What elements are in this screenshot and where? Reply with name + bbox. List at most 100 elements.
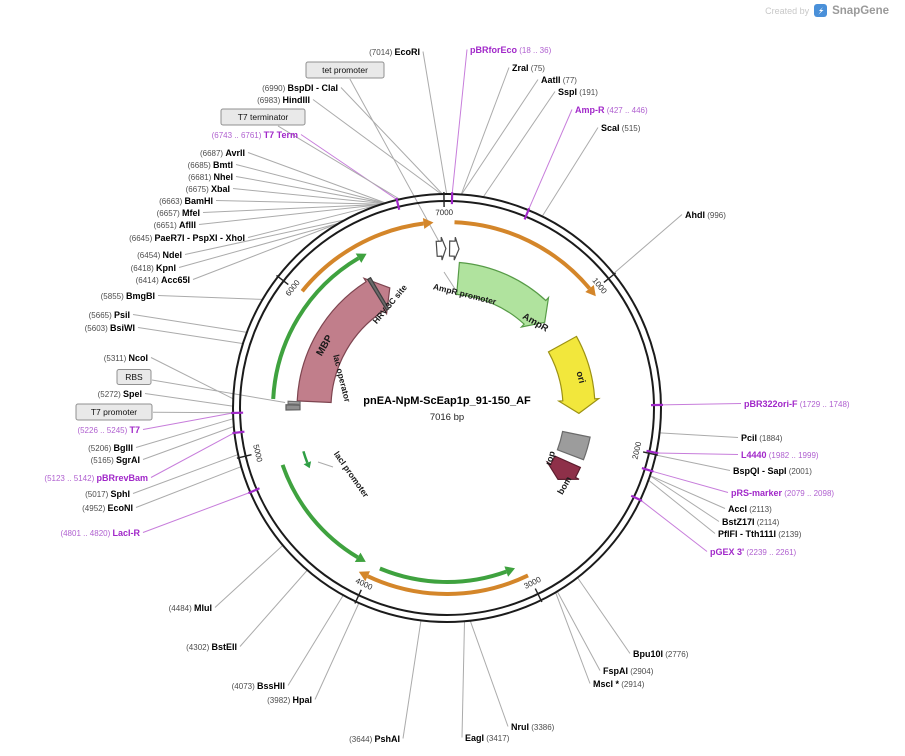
primer-tick[interactable]	[232, 430, 245, 435]
leader-line	[132, 314, 247, 333]
feature-rop[interactable]	[556, 430, 591, 461]
orf-arc[interactable]	[300, 221, 424, 293]
site-label-mlui[interactable]: (4484) MluI	[169, 603, 212, 613]
primer-label-pbr322ori-f[interactable]: pBR322ori-F (1729 .. 1748)	[744, 399, 850, 409]
orf-arc[interactable]	[302, 450, 309, 464]
primer-tick[interactable]	[523, 207, 531, 220]
primer-tick[interactable]	[630, 494, 643, 502]
site-label-bsiwi[interactable]: (5603) BsiWI	[85, 323, 135, 333]
feature-bom[interactable]	[545, 455, 582, 481]
feature-box-tet-promoter[interactable]	[305, 61, 385, 79]
site-label-aflii[interactable]: (6651) AflII	[154, 220, 196, 230]
site-label-econi[interactable]: (4952) EcoNI	[82, 503, 133, 513]
feature-hrv-3c-site[interactable]	[366, 276, 390, 312]
leader-line	[402, 620, 422, 739]
feature-box-rbs[interactable]	[116, 369, 152, 385]
leader-line	[469, 621, 509, 727]
site-label-zrai[interactable]: ZraI (75)	[512, 63, 545, 73]
feature-mbp[interactable]	[296, 277, 391, 404]
site-label-hpai[interactable]: (3982) HpaI	[267, 695, 312, 705]
inner-label-rop[interactable]: rop	[543, 449, 557, 466]
primer-label-t7[interactable]: (5226 .. 5245) T7	[77, 425, 140, 435]
site-label-bsshii[interactable]: (4073) BssHII	[232, 681, 285, 691]
site-label-mfei[interactable]: (6657) MfeI	[157, 208, 200, 218]
site-label-nrui[interactable]: NruI (3386)	[511, 722, 555, 732]
scale-tick-label: 7000	[435, 208, 453, 217]
leader-line	[483, 91, 556, 197]
inner-label-ori[interactable]: ori	[574, 370, 588, 385]
site-label-bglii[interactable]: (5206) BglII	[88, 443, 133, 453]
site-label-sgrai[interactable]: (5165) SgrAI	[91, 455, 140, 465]
feature-box-label-tet-promoter: tet promoter	[322, 65, 368, 75]
primer-label-laci-r[interactable]: (4801 .. 4820) LacI-R	[60, 528, 140, 538]
site-label-bspqi-sapi[interactable]: BspQI - SapI (2001)	[733, 466, 812, 476]
site-label-kpni[interactable]: (6418) KpnI	[131, 263, 176, 273]
primer-tick[interactable]	[646, 449, 659, 455]
site-label-paer7i-pspxi-xhoi[interactable]: (6645) PaeR7I - PspXI - XhoI	[129, 233, 245, 243]
feature-ampr[interactable]	[456, 261, 550, 328]
leader-line	[555, 592, 591, 684]
site-label-bspdi-clai[interactable]: (6990) BspDI - ClaI	[262, 83, 338, 93]
site-label-aatii[interactable]: AatII (77)	[541, 75, 577, 85]
leader-line	[202, 204, 380, 213]
site-label-bstz17i[interactable]: BstZ17I (2114)	[722, 517, 780, 527]
primer-tick[interactable]	[395, 197, 401, 210]
primer-label-prs-marker[interactable]: pRS-marker (2079 .. 2098)	[731, 488, 834, 498]
site-label-msci[interactable]: MscI * (2914)	[593, 679, 645, 689]
feature-lac-operator[interactable]	[285, 404, 301, 411]
inner-label-laci-promoter[interactable]: lacI promoter	[332, 449, 371, 499]
site-label-sspi[interactable]: SspI (191)	[558, 87, 598, 97]
primer-label-pbrforeco[interactable]: pBRforEco (18 .. 36)	[470, 45, 552, 55]
site-label-sphi[interactable]: (5017) SphI	[85, 489, 130, 499]
leader-line	[651, 470, 729, 493]
primer-label-l4440[interactable]: L4440 (1982 .. 1999)	[741, 450, 819, 460]
feature-box-t7-promoter[interactable]	[75, 403, 153, 421]
orf-arc[interactable]	[379, 566, 507, 584]
site-label-bmgbi[interactable]: (5855) BmgBI	[101, 291, 155, 301]
feature-rbs[interactable]	[287, 400, 301, 405]
site-label-pcii[interactable]: PciI (1884)	[741, 433, 783, 443]
leader-line	[613, 214, 683, 274]
primer-tick[interactable]	[641, 467, 654, 473]
site-label-pshai[interactable]: (3644) PshAI	[349, 734, 400, 744]
site-label-acci[interactable]: AccI (2113)	[728, 504, 772, 514]
orf-arc[interactable]	[366, 573, 529, 596]
site-label-fspai[interactable]: FspAI (2904)	[603, 666, 654, 676]
primer-label-pbrrevbam[interactable]: (5123 .. 5142) pBRrevBam	[44, 473, 148, 483]
site-label-ahdi[interactable]: AhdI (996)	[685, 210, 726, 220]
site-label-nhei[interactable]: (6681) NheI	[188, 172, 233, 182]
feature-box-t7-terminator[interactable]	[220, 108, 306, 126]
primer-tick[interactable]	[248, 487, 260, 495]
feature-ori[interactable]	[547, 335, 601, 415]
site-label-spei[interactable]: (5272) SpeI	[98, 389, 142, 399]
site-label-scai[interactable]: ScaI (515)	[601, 123, 641, 133]
orf-arc[interactable]	[280, 464, 359, 560]
site-label-eagi[interactable]: EagI (3417)	[465, 733, 510, 743]
leader-line	[656, 452, 739, 455]
orf-arc[interactable]	[271, 256, 360, 400]
site-label-bamhi[interactable]: (6663) BamHI	[159, 196, 213, 206]
site-label-xbai[interactable]: (6675) XbaI	[186, 184, 230, 194]
site-label-ecori[interactable]: (7014) EcoRI	[369, 47, 420, 57]
site-label-hindiii[interactable]: (6983) HindIII	[257, 95, 310, 105]
site-label-pflfi-tth111i[interactable]: PflFI - Tth111I (2139)	[718, 529, 802, 539]
backbone-ring-outer	[232, 193, 662, 623]
site-label-ncoi[interactable]: (5311) NcoI	[104, 353, 148, 363]
site-label-acc65i[interactable]: (6414) Acc65I	[136, 275, 190, 285]
feature-ampr-promoter[interactable]	[448, 237, 460, 261]
primer-label-t7-term[interactable]: (6743 .. 6761) T7 Term	[212, 130, 298, 140]
primer-label-amp-r[interactable]: Amp-R (427 .. 446)	[575, 105, 648, 115]
leader-line	[247, 204, 378, 238]
site-label-bsteii[interactable]: (4302) BstEII	[186, 642, 237, 652]
orf-arc[interactable]	[454, 220, 592, 290]
site-label-avrii[interactable]: (6687) AvrII	[200, 148, 245, 158]
site-label-ndei[interactable]: (6454) NdeI	[137, 250, 182, 260]
site-label-psii[interactable]: (5665) PsiI	[89, 310, 130, 320]
site-label-bpu10i[interactable]: Bpu10I (2776)	[633, 649, 689, 659]
site-label-bmti[interactable]: (6685) BmtI	[188, 160, 233, 170]
primer-label-pgex-3[interactable]: pGEX 3' (2239 .. 2261)	[710, 547, 797, 557]
leader-line	[215, 200, 381, 205]
feature-tet-promoter[interactable]	[435, 236, 447, 261]
leader-line	[650, 475, 726, 509]
leader-line	[178, 223, 338, 268]
